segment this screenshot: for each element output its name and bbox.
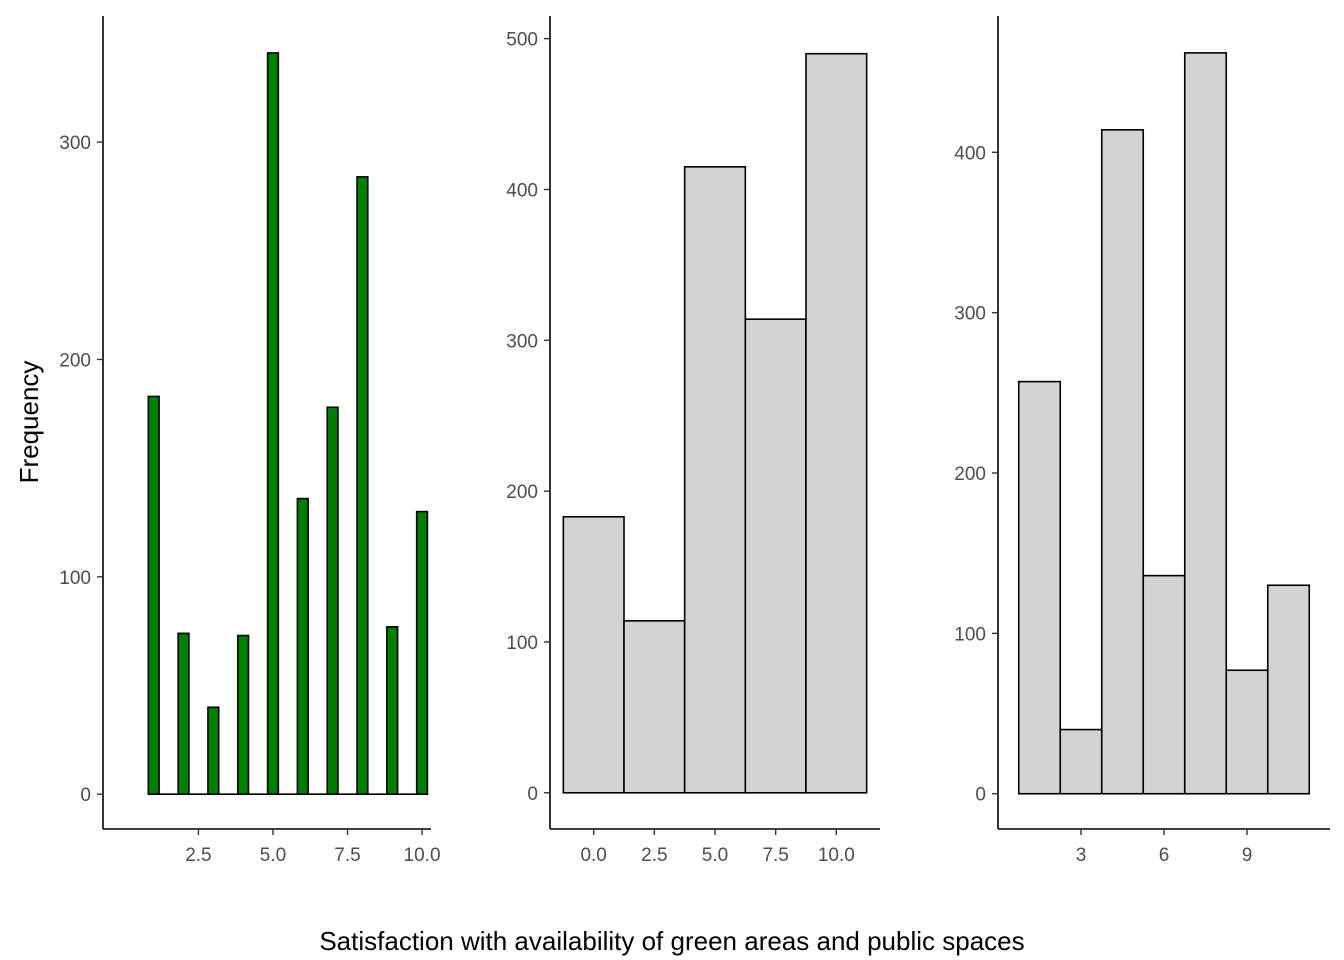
x-tick-label: 2.5 — [641, 845, 667, 866]
bar — [147, 395, 160, 796]
x-tick-label: 10.0 — [404, 845, 441, 866]
x-tick-label: 10.0 — [818, 845, 855, 866]
histogram-bar — [805, 52, 868, 794]
histogram-bar — [1142, 574, 1186, 795]
histogram-bar — [1017, 380, 1062, 795]
x-tick-label: 6 — [1159, 845, 1170, 866]
x-tick-label: 2.5 — [185, 845, 211, 866]
y-tick-label: 0 — [975, 785, 986, 806]
y-tick-label: 300 — [59, 133, 91, 154]
x-tick-label: 9 — [1242, 845, 1253, 866]
panel-bar-chart: 0 100 200 300 2.5 5.0 7.5 10.0 — [59, 16, 441, 866]
y-tick-label: 0 — [80, 785, 91, 806]
bar — [296, 497, 309, 796]
bar — [207, 706, 220, 796]
x-tick-label: 5.0 — [260, 845, 286, 866]
y-tick-label: 400 — [506, 180, 538, 201]
x-tick-label: 7.5 — [762, 845, 788, 866]
panel-histogram-7-bins: 0 100 200 300 400 3 6 9 — [954, 16, 1330, 866]
histogram-bar — [683, 166, 747, 794]
bar — [326, 406, 339, 796]
y-tick-label: 400 — [954, 143, 986, 164]
histogram-bar — [1059, 728, 1103, 795]
y-tick-label: 100 — [954, 624, 986, 645]
histogram-bar — [623, 620, 686, 794]
y-tick-label: 300 — [954, 304, 986, 325]
y-tick-label: 0 — [527, 784, 538, 805]
bar — [236, 634, 250, 796]
bar — [266, 52, 280, 796]
y-tick-label: 100 — [506, 633, 538, 654]
x-tick-label: 0.0 — [580, 845, 606, 866]
bar — [415, 510, 429, 796]
histogram-bar — [562, 515, 625, 794]
y-tick-label: 200 — [506, 482, 538, 503]
histogram-bar — [1100, 129, 1145, 795]
x-tick-label: 3 — [1076, 845, 1087, 866]
x-axis-title: Satisfaction with availability of green … — [319, 926, 1024, 956]
panel-histogram-5-bins: 0 100 200 300 400 500 0.0 2.5 5.0 7.5 10.0 — [506, 16, 880, 866]
y-tick-label: 100 — [59, 568, 91, 589]
histogram-bar — [1266, 584, 1311, 795]
bar — [386, 626, 399, 796]
bar — [177, 632, 190, 796]
y-tick-label: 200 — [59, 350, 91, 371]
y-tick-label: 200 — [954, 464, 986, 485]
bar — [356, 176, 369, 796]
histogram-bar — [744, 318, 807, 794]
y-tick-label: 500 — [506, 30, 538, 51]
histogram-bar — [1225, 669, 1269, 795]
x-tick-label: 7.5 — [334, 845, 360, 866]
y-tick-label: 300 — [506, 331, 538, 352]
histogram-bar — [1183, 52, 1228, 795]
y-axis-title: Frequency — [14, 361, 44, 484]
x-tick-label: 5.0 — [702, 845, 728, 866]
